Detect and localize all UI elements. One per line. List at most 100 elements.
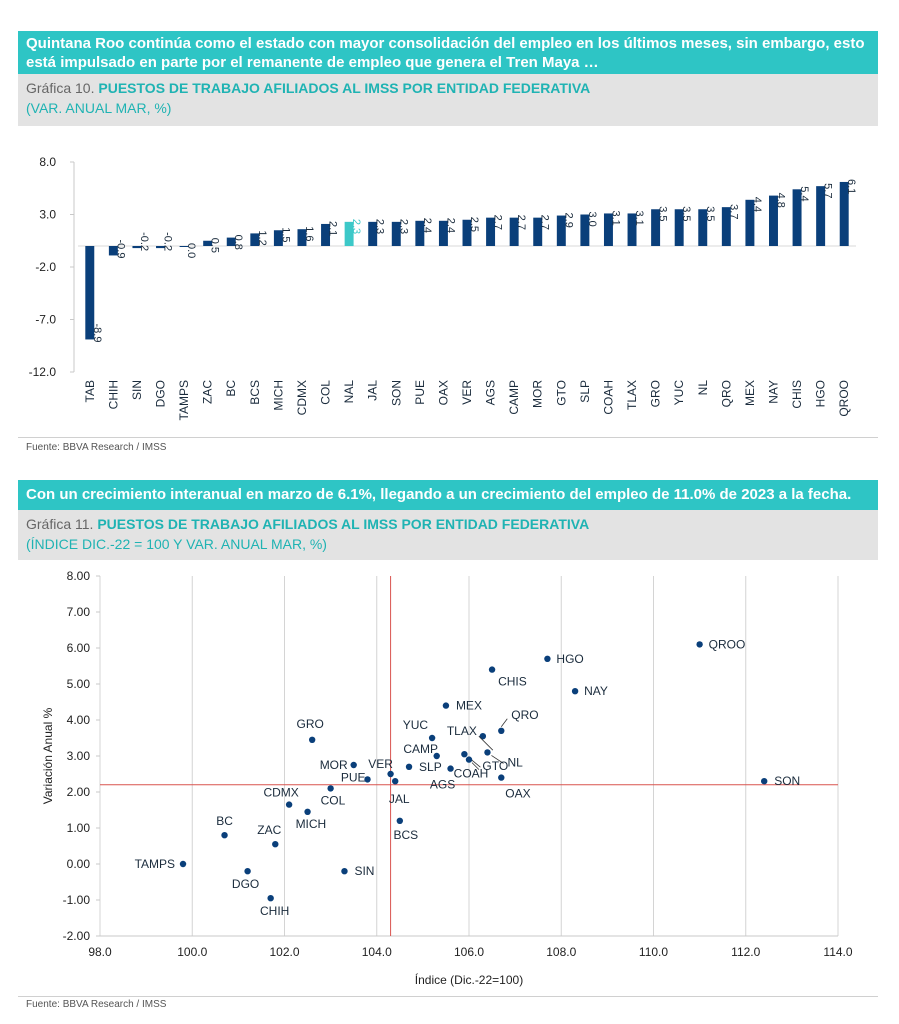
- y-tick-label: 8.0: [39, 155, 56, 169]
- bar-gro: [651, 209, 661, 246]
- point-nay: [571, 688, 579, 695]
- divider: [18, 437, 878, 438]
- point-mich: [304, 808, 311, 815]
- x-tick-label: 114.0: [823, 945, 852, 959]
- point-label: CHIH: [260, 904, 289, 918]
- bar-sin: [132, 246, 142, 249]
- bar-value-label: -0.2: [162, 232, 174, 251]
- bar-value-label: 2.3: [350, 219, 362, 234]
- graph-number: Gráfica 10.: [26, 80, 95, 96]
- category-label: COAH: [601, 380, 615, 415]
- y-tick-label: 3.00: [67, 749, 91, 763]
- bar-value-label: 1.5: [279, 227, 291, 242]
- category-label: MEX: [743, 380, 757, 406]
- point-mex: [442, 702, 450, 709]
- category-label: BC: [224, 380, 238, 397]
- category-label: SIN: [130, 380, 144, 400]
- source-note: Fuente: BBVA Research / IMSS: [26, 442, 167, 453]
- x-tick-label: 112.0: [731, 945, 760, 959]
- divider: [18, 996, 878, 997]
- leader-line: [471, 762, 480, 770]
- category-label: PUE: [413, 380, 427, 405]
- bar-value-label: 2.9: [562, 213, 574, 228]
- bar-value-label: 5.7: [822, 183, 834, 198]
- point-chis: [488, 666, 496, 673]
- bar-value-label: 2.4: [444, 218, 456, 233]
- bar-value-label: 2.5: [468, 217, 480, 232]
- bar-value-label: 2.3: [374, 219, 386, 234]
- bar-son: [391, 221, 401, 246]
- category-label: CHIH: [106, 380, 120, 409]
- point-zac: [272, 841, 279, 848]
- bar-tamps: [179, 246, 189, 247]
- category-label: SLP: [578, 380, 592, 403]
- y-tick-label: 7.00: [67, 605, 91, 619]
- banner-graph-11: Con un crecimiento interanual en marzo d…: [18, 480, 878, 510]
- bar-value-label: 2.4: [421, 218, 433, 233]
- point-label: COL: [321, 793, 346, 807]
- point-label: QROO: [709, 637, 746, 651]
- y-tick-label: 0.00: [67, 857, 91, 871]
- category-label: TLAX: [625, 380, 639, 410]
- point-jal: [392, 778, 399, 785]
- banner-text: Quintana Roo continúa como el estado con…: [26, 35, 865, 71]
- graph-subtitle: (VAR. ANUAL MAR, %): [26, 100, 172, 116]
- y-tick-label: 6.00: [67, 641, 91, 655]
- bar-jal: [368, 221, 378, 246]
- bar-zac: [203, 240, 213, 246]
- source-note: Fuente: BBVA Research / IMSS: [26, 999, 167, 1010]
- category-label: MICH: [271, 380, 285, 411]
- point-label: TAMPS: [135, 857, 175, 871]
- leader-line: [491, 755, 504, 764]
- bar-value-label: 3.5: [704, 206, 716, 221]
- point-bc: [221, 832, 228, 839]
- category-label: DGO: [154, 380, 168, 407]
- point-label: DGO: [232, 877, 259, 891]
- point-dgo: [244, 868, 251, 875]
- y-tick-label: 2.00: [67, 785, 91, 799]
- point-label: HGO: [556, 652, 583, 666]
- category-label: QROO: [837, 380, 851, 417]
- y-tick-label: -2.00: [63, 929, 91, 943]
- category-label: QRO: [719, 380, 733, 407]
- point-ver: [387, 770, 394, 778]
- bar-chis: [792, 189, 802, 246]
- bar-value-label: -0.9: [114, 239, 126, 258]
- point-qro: [498, 727, 505, 734]
- bar-value-label: -8.9: [91, 323, 103, 342]
- leader-line: [478, 735, 494, 751]
- graph-subtitle: (ÍNDICE DIC.-22 = 100 Y VAR. ANUAL MAR, …: [26, 536, 327, 552]
- graph-11-header: Gráfica 11. PUESTOS DE TRABAJO AFILIADOS…: [18, 510, 878, 560]
- bar-value-label: 5.4: [798, 186, 810, 201]
- point-label: COAH: [454, 767, 489, 781]
- bar-tab: [85, 246, 95, 340]
- bar-chih: [108, 246, 118, 256]
- point-ags: [447, 765, 454, 772]
- point-label: YUC: [403, 718, 429, 732]
- x-tick-label: 100.0: [177, 945, 207, 959]
- x-tick-label: 98.0: [88, 945, 112, 959]
- graph-title: PUESTOS DE TRABAJO AFILIADOS AL IMSS POR…: [97, 516, 590, 532]
- x-tick-label: 110.0: [639, 945, 668, 959]
- category-label: JAL: [366, 380, 380, 401]
- bar-bc: [226, 237, 236, 246]
- point-tamps: [179, 860, 187, 868]
- bar-mor: [533, 217, 543, 246]
- y-axis-title: Variación Anual %: [41, 707, 55, 804]
- graph-title: PUESTOS DE TRABAJO AFILIADOS AL IMSS POR…: [98, 80, 591, 96]
- point-label: GTO: [482, 759, 508, 773]
- bar-value-label: 0.5: [209, 238, 221, 253]
- category-label: CAMP: [507, 380, 521, 415]
- category-label: OAX: [436, 380, 450, 405]
- bar-col: [321, 223, 331, 246]
- category-label: HGO: [814, 380, 828, 407]
- bar-value-label: 1.2: [256, 230, 268, 245]
- bar-hgo: [816, 186, 826, 246]
- point-yuc: [428, 734, 436, 742]
- bar-value-label: 3.0: [586, 212, 598, 227]
- x-axis-title: Índice (Dic.-22=100): [415, 972, 523, 987]
- y-tick-label: -2.0: [35, 260, 56, 274]
- bar-value-label: 4.4: [751, 197, 763, 212]
- point-chih: [267, 895, 274, 902]
- point-label: PUE: [341, 770, 366, 784]
